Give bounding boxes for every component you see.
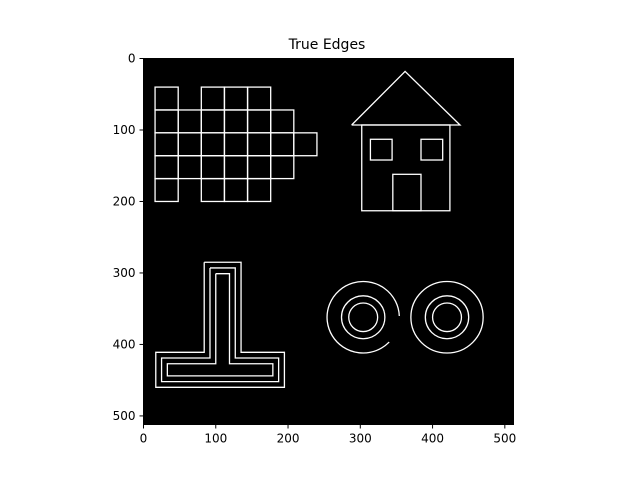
y-tick-label: 0: [128, 52, 136, 66]
house-rect: [369, 138, 393, 161]
rings-arc: [326, 280, 400, 354]
t-shape-outline: [160, 267, 280, 383]
x-axis: 0 100 200 300 400 500: [140, 424, 516, 446]
x-tick-label: 200: [277, 432, 300, 446]
rings-circle: [424, 295, 470, 340]
y-tick-label: 300: [113, 266, 136, 280]
x-tick-label: 0: [140, 432, 148, 446]
grid-blob-rect: [270, 155, 295, 180]
x-tick-label: 100: [204, 432, 227, 446]
grid-blob: [154, 86, 318, 203]
t-shape-outline: [155, 261, 286, 388]
grid-blob-rect: [293, 132, 318, 157]
y-tick-label: 200: [113, 194, 136, 208]
image-background: [143, 58, 514, 425]
t-shape: [155, 261, 286, 388]
rings: [326, 280, 484, 354]
y-tick-label: 100: [113, 123, 136, 137]
x-tick-label: 300: [349, 432, 372, 446]
house-rect: [420, 138, 444, 161]
grid-blob-rect: [246, 177, 272, 203]
x-tick-label: 500: [493, 432, 516, 446]
house-rect: [392, 173, 422, 212]
y-tick-label: 500: [113, 409, 136, 423]
edge-drawing: [154, 70, 484, 388]
t-shape-outline: [166, 273, 274, 377]
rings-circle: [431, 302, 463, 333]
rings-circle: [410, 280, 484, 354]
grid-blob-rect: [154, 177, 179, 203]
rings-circle: [348, 302, 379, 333]
axes-frame: [143, 58, 514, 425]
house: [351, 70, 462, 212]
x-tick-label: 400: [421, 432, 444, 446]
y-tick-label: 400: [113, 337, 136, 351]
plot-title: True Edges: [288, 37, 366, 53]
rings-circle: [340, 295, 386, 340]
y-axis: 0 100 200 300 400 500: [113, 52, 144, 423]
house-outline: [351, 70, 462, 126]
